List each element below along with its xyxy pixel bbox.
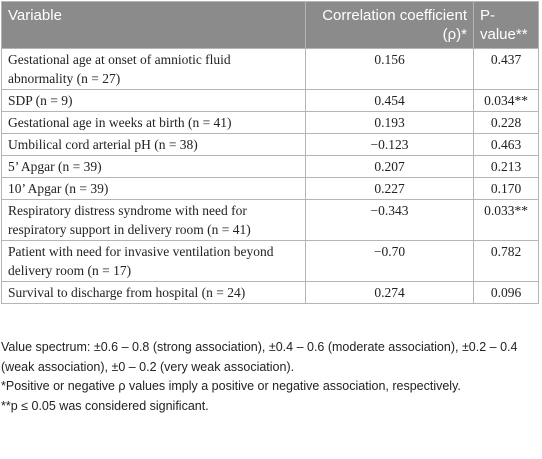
value-cell: 0.437 xyxy=(473,48,539,90)
table-row: 5’ Apgar (n = 39) 0.207 0.213 xyxy=(1,155,539,178)
value-cell: −0.123 xyxy=(305,133,474,156)
value-cell: 0.782 xyxy=(473,240,539,282)
variable-cell: SDP (n = 9) xyxy=(1,89,306,112)
table-row: Umbilical cord arterial pH (n = 38) −0.12… xyxy=(1,133,539,156)
value-cell: −0.343 xyxy=(305,199,474,241)
value-cell: 0.034** xyxy=(473,89,539,112)
value-cell: −0.70 xyxy=(305,240,474,282)
variable-cell: 5’ Apgar (n = 39) xyxy=(1,155,306,178)
value-cell: 0.227 xyxy=(305,177,474,200)
table-row: Gestational age at onset of amniotic flu… xyxy=(1,48,539,90)
footnote: Value spectrum: ±0.6 – 0.8 (strong assoc… xyxy=(1,340,518,374)
variable-cell: Umbilical cord arterial pH (n = 38) xyxy=(1,133,306,156)
value-cell: 0.156 xyxy=(305,48,474,90)
value-cell: 0.033** xyxy=(473,199,539,241)
value-cell: 0.274 xyxy=(305,281,474,304)
header-row: Variable Correlation coefficient (ρ)* P-… xyxy=(1,1,539,49)
value-cell: 0.096 xyxy=(473,281,539,304)
table-row: Survival to discharge from hospital (n =… xyxy=(1,281,539,304)
value-cell: 0.463 xyxy=(473,133,539,156)
data-table: Variable Correlation coefficient (ρ)* P-… xyxy=(1,1,539,304)
variable-cell: Respiratory distress syndrome with need … xyxy=(1,199,306,241)
table-row: Gestational age in weeks at birth (n = 4… xyxy=(1,111,539,134)
table-body: Gestational age at onset of amniotic flu… xyxy=(1,48,539,304)
header-cell: Variable xyxy=(1,1,306,49)
footnote: **p ≤ 0.05 was considered significant. xyxy=(1,398,209,413)
table-row: Patient with need for invasive ventilati… xyxy=(1,240,539,282)
value-cell: 0.170 xyxy=(473,177,539,200)
header-cell: Correlation coefficient (ρ)* xyxy=(305,1,474,49)
footnote: *Positive or negative ρ values imply a p… xyxy=(1,379,461,393)
value-cell: 0.213 xyxy=(473,155,539,178)
value-cell: 0.207 xyxy=(305,155,474,178)
value-cell: 0.454 xyxy=(305,89,474,112)
variable-cell: Gestational age at onset of amniotic flu… xyxy=(1,48,306,90)
table-row: Respiratory distress syndrome with need … xyxy=(1,199,539,241)
variable-cell: Survival to discharge from hospital (n =… xyxy=(1,281,306,304)
header-cell: P-value** xyxy=(473,1,539,49)
table-row: 10’ Apgar (n = 39) 0.227 0.170 xyxy=(1,177,539,200)
value-cell: 0.193 xyxy=(305,111,474,134)
footnotes: Value spectrum: ±0.6 – 0.8 (strong assoc… xyxy=(1,338,541,416)
variable-cell: 10’ Apgar (n = 39) xyxy=(1,177,306,200)
variable-cell: Patient with need for invasive ventilati… xyxy=(1,240,306,282)
variable-cell: Gestational age in weeks at birth (n = 4… xyxy=(1,111,306,134)
table-row: SDP (n = 9) 0.454 0.034** xyxy=(1,89,539,112)
value-cell: 0.228 xyxy=(473,111,539,134)
